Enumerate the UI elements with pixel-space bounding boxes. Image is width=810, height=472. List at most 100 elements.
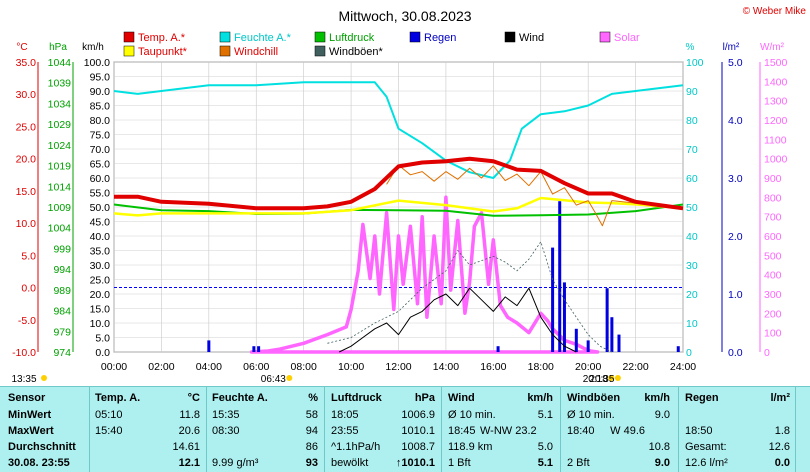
chart-title: Mittwoch, 30.08.2023 — [338, 8, 471, 24]
table-cell: 58 — [305, 409, 318, 421]
table-cell: 11.8 — [179, 409, 200, 421]
pressure-tick-label: 1039 — [48, 78, 72, 90]
humidity-tick-label: 30 — [686, 260, 698, 272]
x-tick-label: 08:00 — [291, 361, 317, 373]
legend-label: Feuchte A.* — [234, 32, 292, 44]
dewpoint-series — [113, 196, 684, 217]
sun-time-label: 20:18 — [583, 374, 608, 385]
humidity-axis-unit: % — [686, 42, 695, 53]
legend-swatch — [219, 45, 231, 57]
table-cell: 18:05 — [331, 409, 359, 421]
wind-tick-label: 65.0 — [90, 159, 111, 171]
humidity-tick-label: 0 — [686, 347, 692, 359]
table-cell: 5.1 — [537, 457, 553, 469]
rain-tick-label: 1.0 — [728, 289, 743, 301]
humidity-tick-label: 70 — [686, 144, 698, 156]
table-header-cell: Feuchte A. — [212, 392, 268, 404]
table-cell: W-NW 23.2 — [480, 425, 537, 437]
humidity-tick-label: 80 — [686, 115, 698, 127]
wind-tick-label: 75.0 — [90, 130, 111, 142]
x-tick-label: 20:00 — [575, 361, 601, 373]
temp-tick-label: 5.0 — [21, 250, 36, 262]
rain-bar — [676, 346, 680, 352]
table-cell: 15:40 — [95, 425, 123, 437]
legend-label: Windchill — [234, 46, 278, 58]
x-tick-label: 10:00 — [338, 361, 364, 373]
table-header: Sensor Temp. A. °C Feuchte A.% Luftdruck hPa W… — [0, 392, 810, 407]
rain-tick-label: 0.0 — [728, 347, 743, 359]
solar-tick-label: 1200 — [764, 115, 788, 127]
sun-icon — [286, 375, 293, 381]
legend-swatch — [504, 31, 516, 43]
axis-ticks: 35.0 30.0 25.0 20.0 15.0 10.0 5.0 0.0 -5.0 -10.0 1… — [12, 57, 787, 359]
table-cell: 5.1 — [537, 409, 553, 421]
weather-chart: Mittwoch, 30.08.2023 © Weber Mike Temp. … — [11, 6, 806, 385]
table-cell: bewölkt — [331, 457, 369, 469]
table-cell: 05:10 — [95, 409, 123, 421]
humidity-series — [113, 81, 684, 179]
table-header-cell: l/m² — [770, 392, 790, 404]
temperature-series — [114, 156, 684, 211]
x-tick-label: 04:00 — [196, 361, 222, 373]
table-cell: 1 Bft — [448, 457, 471, 469]
rain-tick-label: 4.0 — [728, 115, 743, 127]
wind-tick-label: 60.0 — [90, 173, 111, 185]
windchill-series — [386, 164, 684, 227]
table-row: MaxWert 15:40 20.6 08:30 94 23:55 1010.1 18:45 W… — [0, 425, 810, 440]
wind-tick-label: 45.0 — [90, 217, 111, 229]
row-label: MinWert — [8, 409, 52, 421]
solar-tick-label: 400 — [764, 270, 782, 282]
legend-label: Windböen* — [329, 46, 384, 58]
rain-tick-label: 3.0 — [728, 173, 743, 185]
rain-bar — [610, 317, 614, 352]
table-cell: 1010.1 — [401, 425, 435, 437]
solar-tick-label: 900 — [764, 173, 782, 185]
table-cell: 0.0 — [774, 457, 790, 469]
x-tick-label: 22:00 — [622, 361, 648, 373]
wind-tick-label: 55.0 — [90, 188, 111, 200]
solar-tick-label: 500 — [764, 250, 782, 262]
rain-bar — [252, 346, 256, 352]
pressure-axis-unit: hPa — [49, 42, 67, 53]
humidity-tick-label: 100 — [686, 57, 704, 69]
temp-tick-label: 20.0 — [16, 154, 37, 166]
table-cell: 23:55 — [331, 425, 359, 437]
wind-tick-label: 90.0 — [90, 86, 111, 98]
table-cell: Ø 10 min. — [567, 409, 615, 421]
pressure-tick-label: 989 — [53, 285, 71, 297]
table-cell: 10.8 — [648, 441, 670, 453]
humidity-tick-label: 50 — [686, 202, 698, 214]
wind-tick-label: 50.0 — [90, 202, 111, 214]
stats-table: Sensor Temp. A. °C Feuchte A.% Luftdruck hPa W… — [0, 386, 810, 472]
sun-icon — [614, 375, 621, 381]
rain-bar — [586, 340, 590, 352]
table-cell: 118.9 km — [448, 441, 493, 453]
table-cell: 12.1 — [178, 457, 200, 469]
wind-series — [338, 287, 577, 353]
legend-label: Regen — [424, 32, 456, 44]
humidity-tick-label: 90 — [686, 86, 698, 98]
wind-tick-label: 100.0 — [84, 57, 110, 69]
table-header-cell: km/h — [527, 392, 553, 404]
pressure-tick-label: 999 — [53, 243, 71, 255]
rain-bar — [558, 201, 562, 352]
sun-icon — [41, 375, 47, 381]
table-header-cell: Windböen — [567, 392, 621, 404]
sun-time-label: 06:43 — [261, 374, 286, 385]
sun-time-label: 13:35 — [11, 374, 36, 385]
table-cell: 9.0 — [654, 457, 670, 469]
table-header-cell: hPa — [414, 392, 435, 404]
rain-bar — [562, 282, 566, 352]
solar-tick-label: 1000 — [764, 154, 788, 166]
table-header-cell: Regen — [685, 392, 719, 404]
rain-bar — [496, 346, 500, 352]
table-cell: 14.61 — [172, 441, 200, 453]
rain-bar — [617, 334, 621, 352]
table-header-cell: % — [308, 392, 318, 404]
pressure-tick-label: 984 — [53, 306, 71, 318]
solar-tick-label: 200 — [764, 308, 782, 320]
humidity-tick-label: 10 — [686, 318, 698, 330]
temp-tick-label: -10.0 — [12, 347, 36, 359]
legend-swatch — [409, 31, 421, 43]
temp-tick-label: 25.0 — [16, 121, 37, 133]
